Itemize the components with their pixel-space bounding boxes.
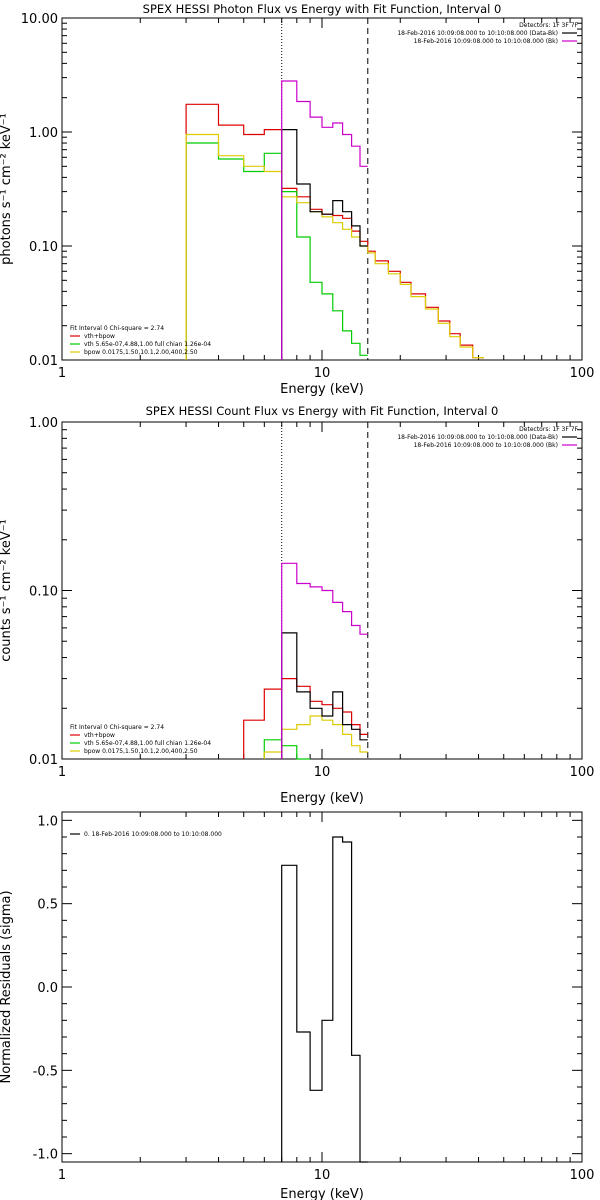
legend-label: 18-Feb-2016 10:09:08.000 to 10:10:08.000… bbox=[414, 442, 558, 449]
x-axis-label: Energy (keV) bbox=[280, 1187, 364, 1200]
y-tick-label: 0.5 bbox=[37, 898, 58, 913]
series-bpow bbox=[185, 133, 484, 360]
panel-1: SPEX HESSI Photon Flux vs Energy with Fi… bbox=[0, 2, 594, 397]
y-tick-label: 0.10 bbox=[29, 585, 58, 600]
series-data_bk bbox=[281, 632, 368, 759]
y-tick-label: 1.00 bbox=[29, 126, 58, 141]
x-tick-label: 10 bbox=[314, 366, 331, 381]
series-data_bk2 bbox=[281, 80, 368, 360]
series-data_bk2 bbox=[281, 562, 368, 759]
fit-legend-label: vth+bpow bbox=[84, 732, 115, 739]
x-tick-label: 1 bbox=[58, 765, 66, 780]
legend-header: Detectors: 1F 3F 7F bbox=[519, 22, 578, 29]
y-axis-label: counts s⁻¹ cm⁻² keV⁻¹ bbox=[0, 519, 14, 662]
legend-header: Detectors: 1F 3F 7F bbox=[519, 426, 578, 433]
series-data_bk bbox=[281, 129, 368, 360]
legend-label: 18-Feb-2016 10:09:08.000 to 10:10:08.000… bbox=[397, 434, 558, 441]
y-axis-label: photons s⁻¹ cm⁻² keV⁻¹ bbox=[0, 113, 14, 265]
x-axis-label: Energy (keV) bbox=[280, 382, 364, 397]
series-vth_bpow bbox=[243, 678, 368, 759]
x-tick-label: 10 bbox=[314, 1168, 331, 1183]
y-tick-label: -1.0 bbox=[33, 1148, 58, 1163]
chart-title: SPEX HESSI Photon Flux vs Energy with Fi… bbox=[143, 2, 502, 16]
y-tick-label: 1.00 bbox=[29, 416, 58, 431]
series-vth bbox=[185, 142, 368, 360]
fit-legend-label: vth 5.65e-07,4.88,1.00 full chian 1.26e-… bbox=[84, 341, 211, 348]
fit-legend-label: bpow 0.0175,1.50,10.1,2.00,400,2.50 bbox=[84, 349, 198, 356]
series-data_bk bbox=[281, 836, 368, 1163]
x-tick-label: 100 bbox=[570, 366, 595, 381]
y-tick-label: 1.0 bbox=[37, 814, 58, 829]
panel-3: 1 10 100 -1.0 -0.5 0.0 0.5 1.0 Energy (keV) Norma… bbox=[0, 811, 595, 1200]
y-tick-label: 0.01 bbox=[29, 354, 58, 369]
x-tick-label: 100 bbox=[570, 765, 595, 780]
x-tick-label: 1 bbox=[58, 1168, 66, 1183]
legend-label: 18-Feb-2016 10:09:08.000 to 10:10:08.000… bbox=[397, 30, 558, 37]
y-tick-label: 0.01 bbox=[29, 753, 58, 768]
series-vth_bpow bbox=[185, 103, 484, 360]
y-tick-label: 0.0 bbox=[37, 981, 58, 996]
fit-legend-label: vth 5.65e-07,4.88,1.00 full chian 1.26e-… bbox=[84, 740, 211, 747]
y-axis-label: Normalized Residuals (sigma) bbox=[0, 890, 14, 1083]
series-bpow bbox=[263, 715, 368, 759]
fit-legend-label: bpow 0.0175,1.50,10.1,2.00,400,2.50 bbox=[84, 748, 198, 755]
panel-2: SPEX HESSI Count Flux vs Energy with Fit… bbox=[0, 404, 594, 806]
x-tick-label: 10 bbox=[314, 765, 331, 780]
fit-legend-header: Fit Interval 0 Chi-square = 2.74 bbox=[70, 325, 164, 332]
fit-legend-header: Fit Interval 0 Chi-square = 2.74 bbox=[70, 724, 164, 731]
fit-legend-label: vth+bpow bbox=[84, 333, 115, 340]
x-axis-label: Energy (keV) bbox=[280, 791, 364, 806]
plot-frame bbox=[61, 17, 583, 361]
legend-label: 18-Feb-2016 10:09:08.000 to 10:10:08.000… bbox=[414, 38, 558, 45]
x-tick-label: 1 bbox=[58, 366, 66, 381]
y-tick-label: -0.5 bbox=[33, 1064, 58, 1079]
chart-title: SPEX HESSI Count Flux vs Energy with Fit… bbox=[146, 404, 499, 418]
y-tick-label: 0.10 bbox=[29, 240, 58, 255]
x-tick-label: 100 bbox=[570, 1168, 595, 1183]
y-tick-label: 10.00 bbox=[21, 12, 58, 27]
series-vth bbox=[263, 739, 311, 760]
legend-label: 0. 18-Feb-2016 10:09:08.000 to 10:10:08.… bbox=[84, 831, 222, 838]
plot-frame bbox=[61, 811, 583, 1163]
